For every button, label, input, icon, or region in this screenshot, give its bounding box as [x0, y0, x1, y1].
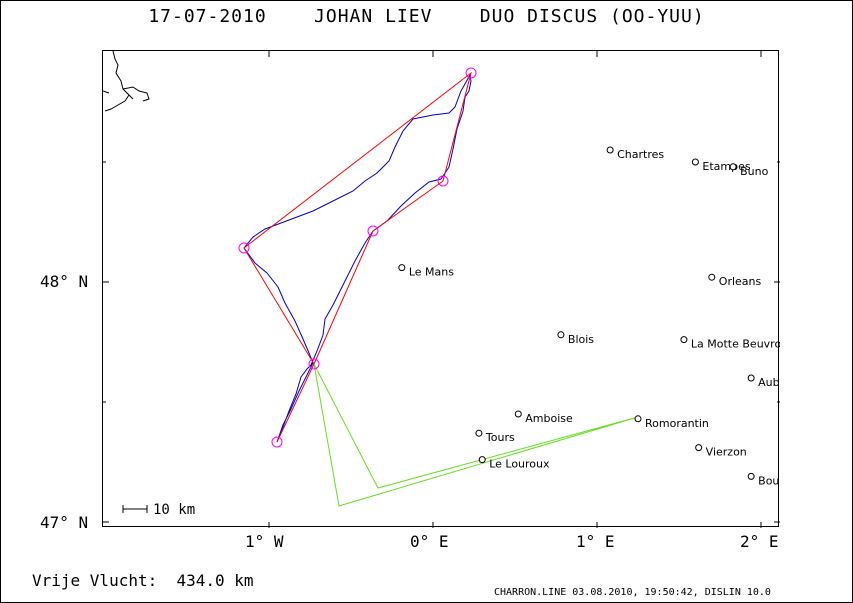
turnpoint-west [238, 242, 250, 254]
city-label: Blois [568, 333, 594, 346]
city-marker [729, 163, 737, 171]
turnpoint-release [308, 358, 320, 370]
scale-bar-label: 10 km [153, 502, 195, 518]
lon-label-2e: 2° E [740, 532, 779, 551]
lat-label-48: 48° N [40, 272, 89, 291]
city-label: Bourges [758, 474, 780, 487]
flight-title: 17-07-2010 JOHAN LIEV DUO DISCUS (OO-YUU… [0, 6, 853, 27]
lat-label-47: 47° N [40, 513, 89, 532]
free-flight-value: 434.0 km [176, 571, 254, 590]
scale-bar [122, 505, 148, 513]
task-line [243, 71, 472, 443]
city-label: Amboise [525, 412, 573, 425]
city-marker [398, 264, 406, 272]
coastline [103, 51, 150, 112]
turnpoint-north [465, 67, 477, 79]
axis-ticks [103, 51, 780, 528]
turnpoints [238, 67, 477, 448]
city-label: Chartres [617, 148, 664, 161]
city-label: Vierzon [706, 446, 747, 459]
city-label: Romorantin [645, 417, 709, 430]
lon-label-0e: 0° E [410, 532, 449, 551]
city-marker [691, 158, 699, 166]
lon-label-1w: 1° W [245, 532, 284, 551]
footer-stamp: CHARRON.LINE 03.08.2010, 19:50:42, DISLI… [494, 587, 771, 598]
turnpoint-east [437, 175, 449, 187]
flight-track [243, 73, 472, 443]
city-label: Etampes [702, 160, 750, 173]
turnpoint-south [367, 225, 379, 237]
map-plot-area: Chartres Etampes Buno Le Mans Orleans Blois La… [102, 50, 780, 528]
title-glider: DUO DISCUS (OO-YUU) [479, 6, 705, 27]
free-flight-label: Vrije Vlucht: [32, 571, 158, 590]
lon-label-1e: 1° E [576, 532, 615, 551]
city-label: Orleans [719, 275, 762, 288]
free-flight-distance: Vrije Vlucht: 434.0 km [32, 571, 254, 590]
city-marker [606, 146, 614, 154]
title-pilot: JOHAN LIEV [314, 6, 433, 27]
title-date: 17-07-2010 [148, 6, 267, 27]
city-label: Le Mans [409, 266, 454, 279]
city-marker [680, 336, 688, 344]
city-marker [634, 415, 642, 423]
city-label: La Motte Beuvron [691, 338, 780, 351]
city-marker [708, 273, 716, 281]
city-label: Tours [485, 431, 515, 444]
city-marker [478, 456, 486, 464]
city-label: Buno [740, 165, 768, 178]
turnpoint-start [271, 436, 283, 448]
city-label: Le Louroux [489, 458, 550, 471]
city-marker [475, 429, 483, 437]
city-marker [747, 472, 755, 480]
city-marker [695, 444, 703, 452]
city-label: Aubigny [758, 376, 780, 389]
city-marker [557, 331, 565, 339]
city-marker [747, 374, 755, 382]
city-marker [514, 410, 522, 418]
